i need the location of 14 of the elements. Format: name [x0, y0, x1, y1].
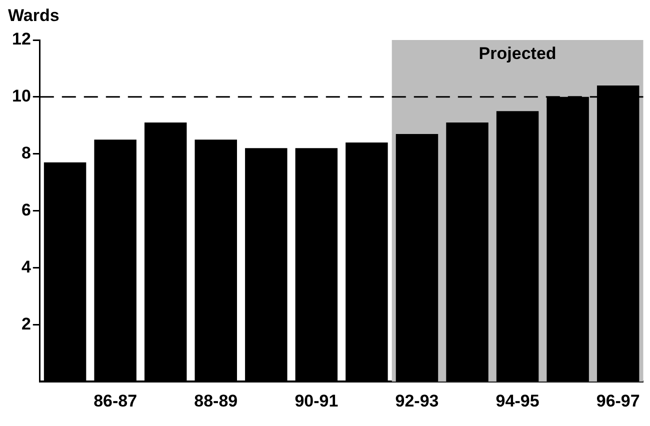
y-tick-label: 6 [21, 200, 31, 220]
x-tick-label: 86-87 [94, 391, 138, 410]
y-tick-label: 10 [12, 86, 31, 106]
y-tick-label: 4 [21, 257, 32, 276]
x-tick-label: 88-89 [194, 391, 238, 410]
y-tick-label: 12 [12, 30, 31, 49]
x-tick-label: 96-97 [596, 391, 640, 410]
x-tick-label: 92-93 [395, 391, 439, 410]
y-axis-title: Wards [8, 6, 60, 26]
y-tick-label: 8 [21, 144, 31, 163]
band-label: Projected [478, 44, 556, 64]
y-tick-label: 2 [21, 314, 31, 334]
x-tick-label: 94-95 [496, 391, 540, 410]
x-tick-label: 90-91 [294, 391, 338, 410]
